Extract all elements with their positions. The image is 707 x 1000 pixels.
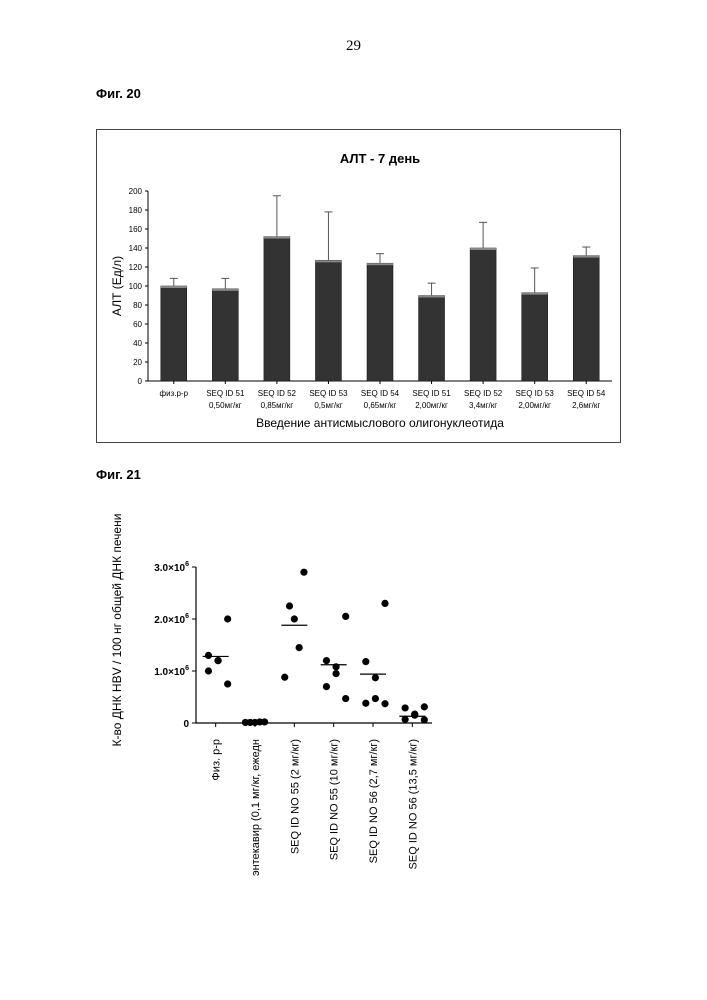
data-point: [214, 657, 221, 664]
data-points: [205, 569, 428, 726]
data-point: [421, 703, 428, 710]
x-tick-label: энтекавир (0,1 мг/кг, ежедн: [250, 739, 262, 876]
data-point: [421, 716, 428, 723]
data-point: [342, 695, 349, 702]
x-tick-label: SEQ ID NO 55 (2 мг/кг): [289, 739, 301, 854]
median-lines: [203, 625, 426, 722]
y-tick-label-exponent: 6: [185, 665, 189, 672]
data-point: [372, 695, 379, 702]
data-point: [362, 658, 369, 665]
data-point: [323, 657, 330, 664]
x-tick-labels: Физ. р-р энтекавир (0,1 мг/кг, ежедн SEQ I…: [211, 723, 420, 876]
data-point: [362, 700, 369, 707]
data-point: [205, 667, 212, 674]
data-point: [381, 600, 388, 607]
data-point: [402, 716, 409, 723]
data-point: [296, 644, 303, 651]
data-point: [411, 712, 418, 719]
x-tick-label: SEQ ID NO 56 (2,7 мг/кг): [368, 739, 380, 863]
data-point: [402, 704, 409, 711]
y-tick-label-base: 3.0×10: [154, 563, 185, 574]
y-ticks: 01.0×1062.0×1063.0×106: [154, 561, 196, 730]
data-point: [205, 652, 212, 659]
x-tick-label: Физ. р-р: [211, 739, 223, 781]
y-tick-label-base: 0: [183, 719, 189, 730]
y-axis-label: К-во ДНК HBV / 100 нг общей ДНК печени: [110, 514, 124, 747]
data-point: [281, 674, 288, 681]
data-point: [381, 700, 388, 707]
y-tick-label-exponent: 6: [185, 613, 189, 620]
data-point: [224, 615, 231, 622]
y-tick-label-base: 1.0×10: [154, 667, 185, 678]
data-point: [332, 670, 339, 677]
data-point: [224, 680, 231, 687]
x-tick-label: SEQ ID NO 56 (13,5 мг/кг): [407, 739, 419, 869]
data-point: [286, 602, 293, 609]
y-tick-label: 2.0×106: [154, 613, 189, 626]
data-point: [342, 613, 349, 620]
data-point: [372, 674, 379, 681]
x-tick-label: SEQ ID NO 55 (10 мг/кг): [329, 739, 341, 860]
axes: [196, 567, 432, 723]
y-tick-label: 0: [183, 719, 189, 730]
data-point: [323, 683, 330, 690]
y-tick-label: 3.0×106: [154, 561, 189, 574]
data-point: [300, 569, 307, 576]
y-tick-label: 1.0×106: [154, 665, 189, 678]
data-point: [291, 615, 298, 622]
y-tick-label-base: 2.0×10: [154, 615, 185, 626]
y-tick-label-exponent: 6: [185, 561, 189, 568]
